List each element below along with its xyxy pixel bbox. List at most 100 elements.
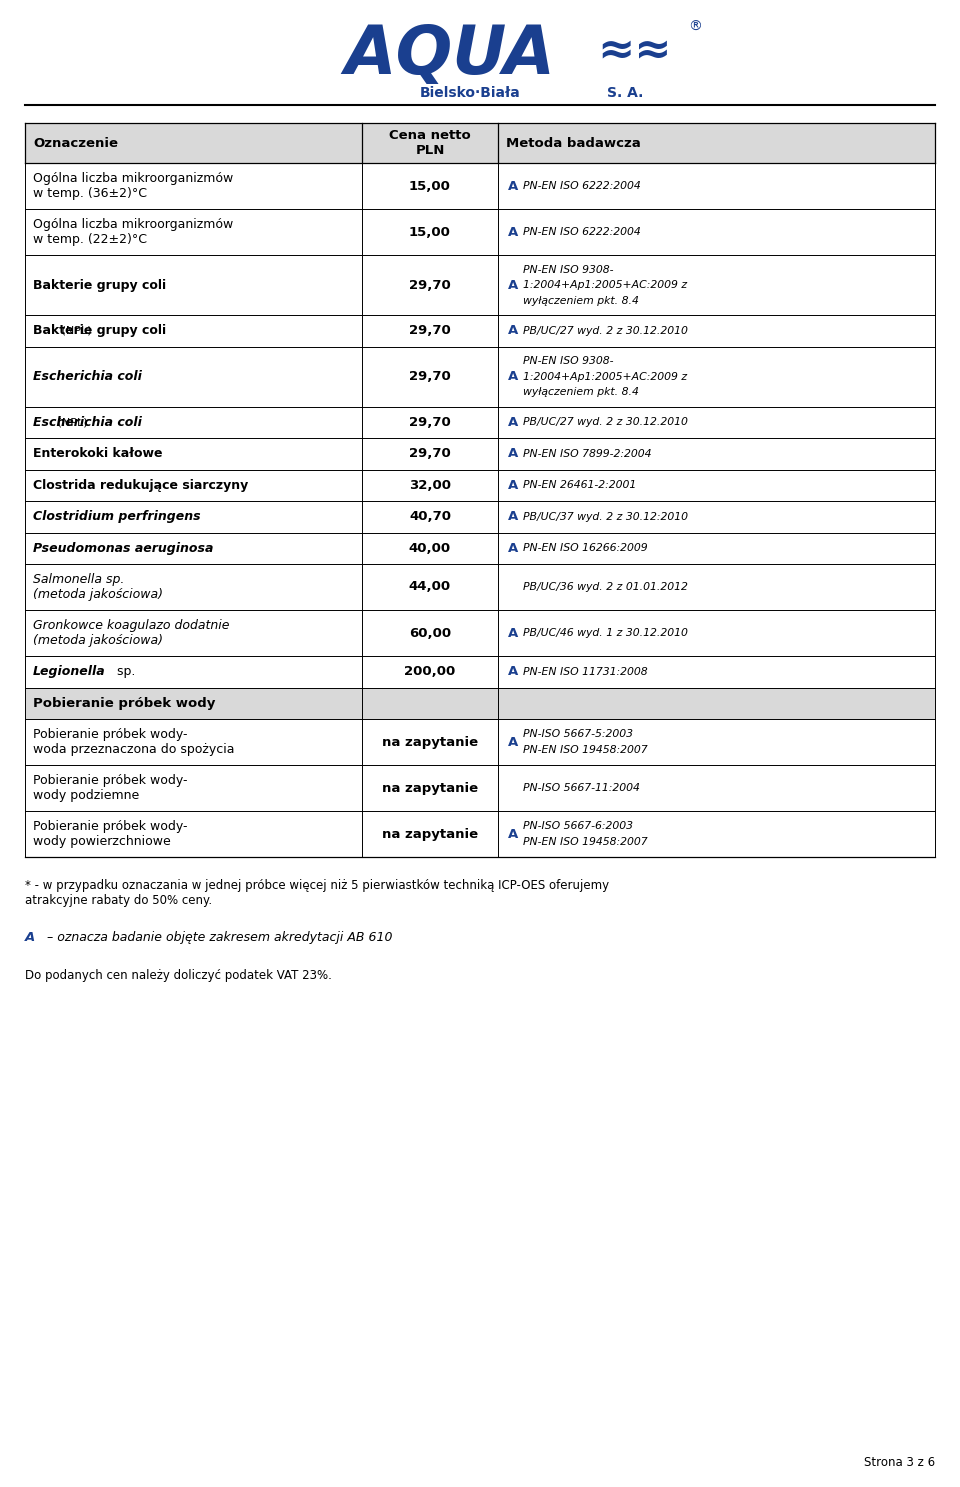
Text: A: A [508, 180, 518, 192]
Bar [25, 254, 935, 315]
Text: PN-EN ISO 6222:2004: PN-EN ISO 6222:2004 [523, 228, 641, 236]
Bar [25, 210, 935, 254]
Text: PB/UC/37 wyd. 2 z 30.12:2010: PB/UC/37 wyd. 2 z 30.12:2010 [523, 512, 688, 522]
Text: 29,70: 29,70 [409, 448, 451, 461]
Bar [25, 439, 935, 470]
Text: A: A [508, 479, 518, 492]
Text: Gronkowce koagulazo dodatnie: Gronkowce koagulazo dodatnie [33, 619, 229, 632]
Text: Salmonella sp.: Salmonella sp. [33, 572, 125, 586]
Text: A: A [508, 448, 518, 461]
Text: PN-EN ISO 16266:2009: PN-EN ISO 16266:2009 [523, 543, 648, 553]
Bar [25, 764, 935, 810]
Text: Escherichia coli: Escherichia coli [33, 370, 142, 384]
Text: 29,70: 29,70 [409, 324, 451, 338]
Text: PB/UC/27 wyd. 2 z 30.12.2010: PB/UC/27 wyd. 2 z 30.12.2010 [523, 326, 688, 336]
Text: PN-ISO 5667-6:2003: PN-ISO 5667-6:2003 [523, 821, 634, 831]
Text: (NPL): (NPL) [54, 418, 87, 427]
Text: Do podanych cen należy doliczyć podatek VAT 23%.: Do podanych cen należy doliczyć podatek … [25, 970, 332, 981]
Text: A: A [508, 370, 518, 384]
Bar [25, 406, 935, 439]
Text: A: A [508, 324, 518, 338]
Text: A: A [508, 827, 518, 840]
Bar [25, 687, 935, 720]
Text: w temp. (22±2)°C: w temp. (22±2)°C [33, 233, 147, 247]
Text: PN-ISO 5667-5:2003: PN-ISO 5667-5:2003 [523, 729, 634, 739]
Text: 60,00: 60,00 [409, 626, 451, 639]
Text: – oznacza badanie objęte zakresem akredytacji AB 610: – oznacza badanie objęte zakresem akredy… [43, 931, 393, 944]
Text: ®: ® [688, 19, 702, 34]
Text: A: A [508, 510, 518, 523]
Text: PN-EN ISO 6222:2004: PN-EN ISO 6222:2004 [523, 181, 641, 190]
Text: S. A.: S. A. [607, 86, 643, 100]
Text: A: A [508, 665, 518, 678]
Bar [25, 532, 935, 564]
Text: PN-ISO 5667-11:2004: PN-ISO 5667-11:2004 [523, 784, 640, 793]
Text: PB/UC/46 wyd. 1 z 30.12.2010: PB/UC/46 wyd. 1 z 30.12.2010 [523, 628, 688, 638]
Bar [25, 501, 935, 532]
Text: Strona 3 z 6: Strona 3 z 6 [864, 1456, 935, 1469]
Text: A: A [508, 626, 518, 639]
Text: Pobieranie próbek wody-: Pobieranie próbek wody- [33, 773, 187, 787]
Bar [25, 346, 935, 406]
Bar [25, 810, 935, 857]
Text: PN-EN ISO 9308-: PN-EN ISO 9308- [523, 355, 613, 366]
Text: PN-EN 26461-2:2001: PN-EN 26461-2:2001 [523, 480, 636, 491]
Text: 15,00: 15,00 [409, 180, 451, 192]
Bar [25, 315, 935, 346]
Text: Pobieranie próbek wody-: Pobieranie próbek wody- [33, 727, 187, 741]
Text: 29,70: 29,70 [409, 278, 451, 291]
Text: PN-EN ISO 9308-: PN-EN ISO 9308- [523, 265, 613, 275]
Text: 1:2004+Ap1:2005+AC:2009 z: 1:2004+Ap1:2005+AC:2009 z [523, 280, 687, 290]
Bar [25, 164, 935, 210]
Text: wody podziemne: wody podziemne [33, 790, 139, 803]
Text: (metoda jakościowa): (metoda jakościowa) [33, 589, 163, 601]
Text: na zapytanie: na zapytanie [382, 782, 478, 794]
Text: A: A [508, 226, 518, 238]
Text: (metoda jakościowa): (metoda jakościowa) [33, 635, 163, 647]
Bar [25, 720, 935, 764]
Text: sp.: sp. [113, 665, 135, 678]
Bar [25, 470, 935, 501]
Text: Bakterie grupy coli: Bakterie grupy coli [33, 324, 166, 338]
Text: Clostridium perfringens: Clostridium perfringens [33, 510, 201, 523]
Text: A: A [508, 541, 518, 555]
Text: AQUA: AQUA [345, 22, 556, 88]
Text: woda przeznaczona do spożycia: woda przeznaczona do spożycia [33, 744, 234, 757]
Text: Oznaczenie: Oznaczenie [33, 137, 118, 150]
Text: 40,00: 40,00 [409, 541, 451, 555]
Text: na zapytanie: na zapytanie [382, 827, 478, 840]
Text: (NPL): (NPL) [58, 326, 91, 336]
Text: ≈≈: ≈≈ [598, 28, 672, 71]
Text: wody powierzchniowe: wody powierzchniowe [33, 836, 171, 848]
Text: 32,00: 32,00 [409, 479, 451, 492]
Text: 29,70: 29,70 [409, 416, 451, 428]
Text: w temp. (36±2)°C: w temp. (36±2)°C [33, 187, 147, 201]
Text: Pseudomonas aeruginosa: Pseudomonas aeruginosa [33, 541, 213, 555]
Text: Ogólna liczba mikroorganizmów: Ogólna liczba mikroorganizmów [33, 217, 233, 230]
Text: Metoda badawcza: Metoda badawcza [506, 137, 641, 150]
Text: Bakterie grupy coli: Bakterie grupy coli [33, 278, 166, 291]
Text: 1:2004+Ap1:2005+AC:2009 z: 1:2004+Ap1:2005+AC:2009 z [523, 372, 687, 382]
Text: A: A [25, 931, 36, 944]
Text: wyłączeniem pkt. 8.4: wyłączeniem pkt. 8.4 [523, 296, 639, 305]
Text: 44,00: 44,00 [409, 580, 451, 593]
Text: 15,00: 15,00 [409, 226, 451, 238]
Text: A: A [508, 736, 518, 748]
Text: PN-EN ISO 19458:2007: PN-EN ISO 19458:2007 [523, 745, 648, 755]
Text: A: A [508, 278, 518, 291]
Text: * - w przypadku oznaczania w jednej próbce więcej niż 5 pierwiastków techniką IC: * - w przypadku oznaczania w jednej prób… [25, 879, 610, 907]
Text: Bielsko·Biała: Bielsko·Biała [420, 86, 520, 100]
Bar [25, 656, 935, 687]
Bar [25, 564, 935, 610]
Bar [25, 123, 935, 164]
Text: PB/UC/27 wyd. 2 z 30.12.2010: PB/UC/27 wyd. 2 z 30.12.2010 [523, 418, 688, 427]
Text: 29,70: 29,70 [409, 370, 451, 384]
Text: PN-EN ISO 7899-2:2004: PN-EN ISO 7899-2:2004 [523, 449, 652, 459]
Text: Enterokoki kałowe: Enterokoki kałowe [33, 448, 162, 461]
Text: PN-EN ISO 19458:2007: PN-EN ISO 19458:2007 [523, 837, 648, 846]
Bar [25, 610, 935, 656]
Text: 200,00: 200,00 [404, 665, 456, 678]
Text: wyłączeniem pkt. 8.4: wyłączeniem pkt. 8.4 [523, 387, 639, 397]
Text: PN-EN ISO 11731:2008: PN-EN ISO 11731:2008 [523, 666, 648, 677]
Text: Pobieranie próbek wody: Pobieranie próbek wody [33, 697, 215, 709]
